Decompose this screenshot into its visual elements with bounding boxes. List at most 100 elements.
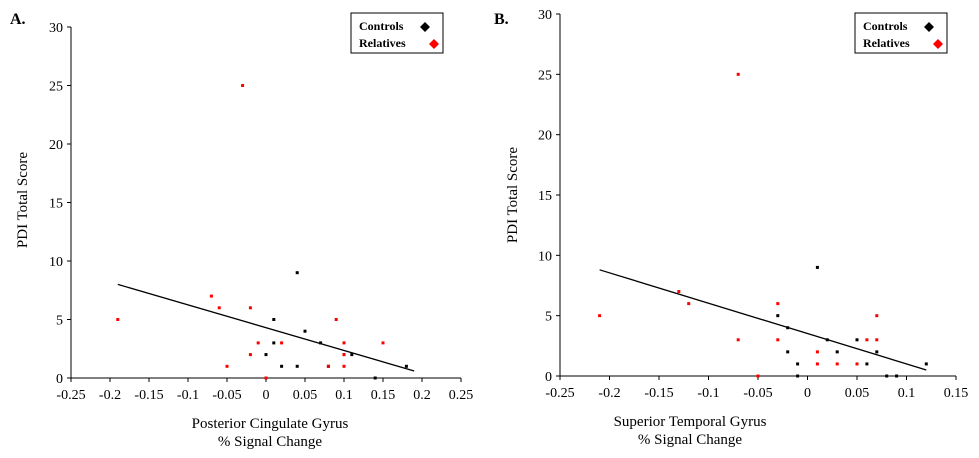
- panel-b-y-tick-label: 25: [538, 68, 552, 83]
- panel-a-y-tick-label: 15: [49, 197, 63, 212]
- panel-b-point-relatives: [736, 338, 740, 342]
- panel-b-point-controls: [796, 362, 800, 366]
- panel-b-y-tick-label: 30: [538, 8, 552, 23]
- panel-b-xlabel2: % Signal Change: [638, 432, 742, 448]
- panel-a-point-relatives: [381, 341, 385, 345]
- panel-b-regression-line: [599, 269, 927, 371]
- panel-b-y-axis-title: PDI Total Score: [505, 147, 521, 244]
- panel-a-point-relatives: [217, 306, 221, 310]
- panel-a-legend-box: [350, 12, 444, 54]
- panel-a-x-tick-label: 0: [263, 388, 270, 403]
- panel-b-legend-box: [854, 12, 948, 54]
- panel-a-point-controls: [404, 364, 408, 368]
- panel-a-xlabel2: % Signal Change: [218, 434, 322, 450]
- panel-a-point-relatives: [342, 353, 346, 357]
- panel-b-point-relatives: [815, 350, 819, 354]
- panel-a-ylabel: PDI Total Score: [15, 152, 31, 249]
- panel-a-label: A.: [10, 11, 26, 28]
- panel-b-point-controls: [865, 362, 869, 366]
- panel-b-y-tick-label: 5: [545, 310, 552, 325]
- panel-b-x-tick-label: -0.05: [743, 386, 772, 401]
- panel-b-y-tick-label: 10: [538, 249, 552, 264]
- panel-a-legend-relatives-marker: [429, 39, 439, 49]
- panel-b-point-controls: [776, 314, 780, 318]
- panel-b-point-controls: [786, 350, 790, 354]
- panel-a-y-tick-label: 20: [49, 138, 63, 153]
- panel-a-point-relatives: [342, 364, 346, 368]
- panel-b-point-relatives: [687, 302, 691, 306]
- panel-b-point-relatives: [756, 374, 760, 378]
- panel-b-point-controls: [895, 374, 899, 378]
- panel-b-x-tick-label: 0.1: [898, 386, 916, 401]
- panel-a-point-relatives: [342, 341, 346, 345]
- panel-b-ylabel: PDI Total Score: [505, 147, 521, 244]
- panel-b-point-relatives: [598, 314, 602, 318]
- panel-b-y-tick-label: 0: [545, 370, 552, 385]
- panel-b-y-tick-label: 15: [538, 189, 552, 204]
- panel-b-x-tick-label: 0: [804, 386, 811, 401]
- panel-a-xlabel: Posterior Cingulate Gyrus: [192, 416, 349, 432]
- panel-b-label: B.: [494, 11, 509, 28]
- panel-a-legend: Controls Relatives: [350, 12, 444, 54]
- panel-a-x-tick-label: -0.05: [212, 388, 241, 403]
- panel-b-x-tick-label: -0.15: [644, 386, 673, 401]
- panel-a-point-controls: [264, 353, 268, 357]
- panel-b-legend-relatives: Relatives: [863, 36, 910, 50]
- panel-a-point-relatives: [209, 294, 213, 298]
- panel-a-point-relatives: [256, 341, 260, 345]
- panel-a-y-tick-label: 10: [49, 255, 63, 270]
- panel-b-point-relatives: [865, 338, 869, 342]
- panel-a-x-tick-label: 0.05: [293, 388, 318, 403]
- panel-a-regression-line: [117, 283, 415, 372]
- panel-b-point-relatives: [776, 302, 780, 306]
- panel-a-x-tick-label: -0.2: [99, 388, 121, 403]
- panel-b-x-tick-label: 0.05: [845, 386, 870, 401]
- panel-b-x-tick-label: 0.15: [944, 386, 969, 401]
- panel-a-legend-relatives: Relatives: [359, 36, 406, 50]
- panel-b-x-tick-label: -0.2: [598, 386, 620, 401]
- panel-a-point-relatives: [264, 376, 268, 380]
- panel-b-point-controls: [815, 265, 819, 269]
- panel-a: A. PDI Total Score Posterior Cingulate G…: [10, 11, 473, 450]
- panel-b-point-relatives: [776, 338, 780, 342]
- panel-a-x-tick-label: 0.25: [449, 388, 474, 403]
- panel-b-point-controls: [855, 338, 859, 342]
- panel-a-point-relatives: [248, 306, 252, 310]
- panel-a-y-tick-label: 25: [49, 80, 63, 95]
- panel-b-point-controls: [835, 350, 839, 354]
- panel-a-point-relatives: [116, 318, 120, 321]
- panel-b-legend-relatives-marker: [933, 39, 943, 49]
- panel-b-point-relatives: [736, 72, 740, 76]
- panel-a-point-controls: [272, 341, 276, 345]
- panel-b-y-tick-label: 20: [538, 129, 552, 144]
- panel-a-x-tick-label: 0.2: [413, 388, 431, 403]
- panel-a-y-axis-title: PDI Total Score: [15, 152, 31, 249]
- panel-a-point-controls: [350, 353, 354, 357]
- panel-a-point-controls: [295, 271, 299, 275]
- panel-a-point-controls: [272, 318, 276, 321]
- panel-b-point-relatives: [875, 338, 879, 342]
- panel-a-legend-controls-marker: [420, 22, 430, 32]
- panel-b: B. PDI Total Score Superior Temporal Gyr…: [494, 8, 968, 448]
- panel-a-point-relatives: [334, 318, 338, 321]
- panel-a-y-tick-label: 30: [49, 21, 63, 36]
- panel-b-point-relatives: [815, 362, 819, 366]
- panel-a-point-controls: [303, 329, 307, 333]
- panel-b-point-controls: [786, 326, 790, 330]
- panel-a-point-relatives: [248, 353, 252, 357]
- panel-a-y-tick-label: 5: [56, 314, 63, 329]
- panel-a-point-relatives: [326, 364, 330, 368]
- panel-b-x-tick-label: -0.1: [697, 386, 719, 401]
- panel-a-x-tick-label: 0.1: [335, 388, 353, 403]
- panel-b-point-relatives: [855, 362, 859, 366]
- panel-a-point-relatives: [225, 364, 229, 368]
- panel-a-y-tick-label: 0: [56, 372, 63, 387]
- panel-a-legend-controls: Controls: [359, 19, 404, 33]
- panel-b-point-controls: [796, 374, 800, 378]
- panel-b-legend-controls-marker: [924, 22, 934, 32]
- panel-a-point-controls: [280, 364, 284, 368]
- panel-b-point-relatives: [677, 290, 681, 294]
- panel-a-point-relatives: [241, 84, 245, 87]
- panel-a-point-relatives: [280, 341, 284, 345]
